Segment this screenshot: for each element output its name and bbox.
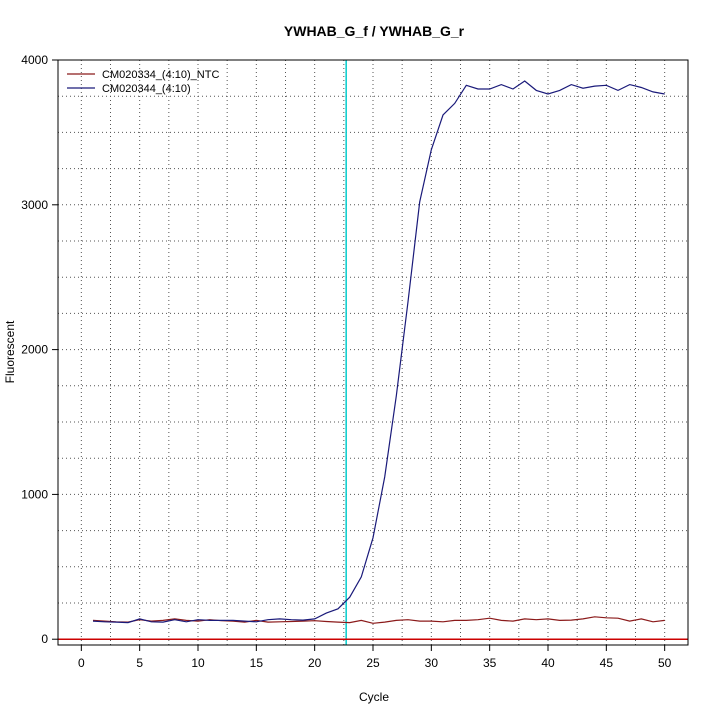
x-tick-label: 30: [425, 656, 439, 670]
legend: CM020334_(4:10)_NTC CM020344_(4:10): [67, 69, 219, 95]
y-tick-label: 1000: [21, 487, 48, 501]
series-group: [92, 80, 665, 624]
y-axis: 0 1000 2000 3000 4000: [21, 53, 58, 646]
x-tick-label: 45: [600, 656, 614, 670]
x-axis-label: Cycle: [359, 690, 389, 704]
x-axis: 0 5 10 15 20 25 30 35 40 45 50: [78, 645, 672, 670]
x-tick-label: 0: [78, 656, 85, 670]
chart-title: YWHAB_G_f / YWHAB_G_r: [284, 23, 465, 39]
x-tick-label: 15: [250, 656, 264, 670]
y-tick-label: 2000: [21, 343, 48, 357]
grid: [58, 59, 688, 645]
x-tick-label: 20: [308, 656, 322, 670]
legend-label: CM020334_(4:10)_NTC: [102, 69, 219, 81]
y-tick-label: 0: [41, 632, 48, 646]
x-tick-label: 50: [658, 656, 672, 670]
x-tick-label: 5: [136, 656, 143, 670]
legend-label: CM020344_(4:10): [102, 83, 191, 95]
y-tick-label: 3000: [21, 198, 48, 212]
x-tick-label: 10: [191, 656, 205, 670]
x-tick-label: 25: [366, 656, 380, 670]
series-line-1: [92, 616, 665, 624]
x-tick-label: 35: [483, 656, 497, 670]
y-axis-label: Fluorescent: [3, 320, 17, 383]
y-tick-label: 4000: [21, 53, 48, 67]
series-line-2: [92, 80, 665, 624]
x-tick-label: 40: [541, 656, 555, 670]
